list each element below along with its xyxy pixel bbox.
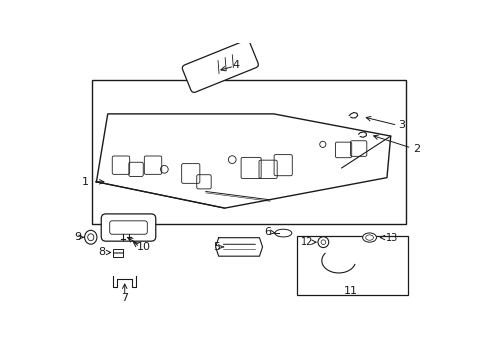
FancyBboxPatch shape [101,214,156,241]
Ellipse shape [88,234,94,241]
Text: 11: 11 [344,286,358,296]
Text: 3: 3 [398,120,406,130]
FancyBboxPatch shape [182,40,258,93]
Bar [92,80,406,224]
Bar [297,237,408,295]
Bar [113,249,122,257]
Text: 2: 2 [414,144,421,153]
Ellipse shape [363,233,376,242]
Ellipse shape [85,230,97,244]
Text: 13: 13 [386,233,398,243]
Text: 7: 7 [121,293,128,303]
Text: 9: 9 [74,232,81,242]
Text: 4: 4 [232,60,240,70]
Text: 6: 6 [265,227,271,237]
Polygon shape [216,238,263,256]
Circle shape [318,237,329,248]
Text: 1: 1 [82,177,89,187]
Ellipse shape [275,229,292,237]
Text: 5: 5 [214,242,220,252]
Text: 8: 8 [99,247,106,257]
Text: 10: 10 [137,242,150,252]
Text: 12: 12 [301,237,314,247]
